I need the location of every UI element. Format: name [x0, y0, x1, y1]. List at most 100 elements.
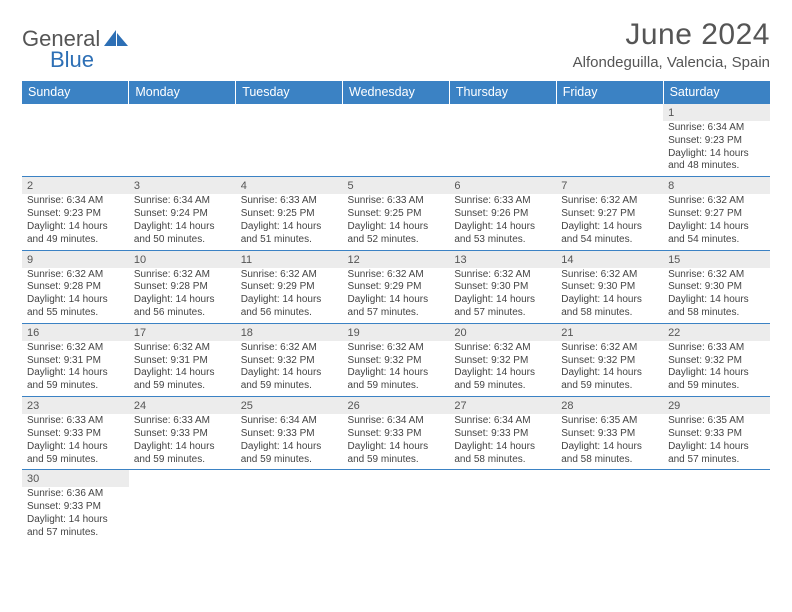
daylight-line-2: and 52 minutes.: [348, 234, 445, 247]
calendar-cell: [343, 470, 450, 543]
day-number: 25: [236, 397, 343, 414]
sunrise-line: Sunrise: 6:33 AM: [668, 342, 765, 355]
day-number: 9: [22, 251, 129, 268]
sunrise-line: Sunrise: 6:34 AM: [241, 415, 338, 428]
daylight-line-2: and 59 minutes.: [134, 380, 231, 393]
sunrise-line: Sunrise: 6:32 AM: [668, 195, 765, 208]
daylight-line-2: and 59 minutes.: [668, 380, 765, 393]
daylight-line-2: and 59 minutes.: [27, 380, 124, 393]
day-number: 23: [22, 397, 129, 414]
sunrise-line: Sunrise: 6:32 AM: [27, 342, 124, 355]
calendar-cell: 21Sunrise: 6:32 AMSunset: 9:32 PMDayligh…: [556, 323, 663, 396]
daylight-line-2: and 55 minutes.: [27, 307, 124, 320]
daylight-line-1: Daylight: 14 hours: [348, 221, 445, 234]
day-number: 12: [343, 251, 450, 268]
daylight-line-1: Daylight: 14 hours: [27, 294, 124, 307]
daylight-line-1: Daylight: 14 hours: [561, 294, 658, 307]
daylight-line-1: Daylight: 14 hours: [668, 367, 765, 380]
daylight-line-2: and 58 minutes.: [454, 454, 551, 467]
sunset-line: Sunset: 9:28 PM: [134, 281, 231, 294]
cell-body: Sunrise: 6:33 AMSunset: 9:25 PMDaylight:…: [343, 194, 450, 249]
sunset-line: Sunset: 9:23 PM: [27, 208, 124, 221]
logo-word2: Blue: [50, 49, 100, 71]
daylight-line-2: and 58 minutes.: [561, 307, 658, 320]
sunrise-line: Sunrise: 6:35 AM: [561, 415, 658, 428]
calendar-row: 23Sunrise: 6:33 AMSunset: 9:33 PMDayligh…: [22, 397, 770, 470]
daylight-line-1: Daylight: 14 hours: [668, 148, 765, 161]
calendar-cell: 3Sunrise: 6:34 AMSunset: 9:24 PMDaylight…: [129, 177, 236, 250]
calendar-cell: 23Sunrise: 6:33 AMSunset: 9:33 PMDayligh…: [22, 397, 129, 470]
daylight-line-1: Daylight: 14 hours: [134, 221, 231, 234]
daylight-line-1: Daylight: 14 hours: [561, 441, 658, 454]
daylight-line-2: and 59 minutes.: [348, 454, 445, 467]
calendar-cell: 28Sunrise: 6:35 AMSunset: 9:33 PMDayligh…: [556, 397, 663, 470]
cell-body: Sunrise: 6:32 AMSunset: 9:32 PMDaylight:…: [556, 341, 663, 396]
sunrise-line: Sunrise: 6:32 AM: [134, 342, 231, 355]
calendar-cell: 22Sunrise: 6:33 AMSunset: 9:32 PMDayligh…: [663, 323, 770, 396]
cell-body: Sunrise: 6:32 AMSunset: 9:28 PMDaylight:…: [129, 268, 236, 323]
sunrise-line: Sunrise: 6:32 AM: [241, 269, 338, 282]
day-number: 5: [343, 177, 450, 194]
calendar-cell: 16Sunrise: 6:32 AMSunset: 9:31 PMDayligh…: [22, 323, 129, 396]
daylight-line-1: Daylight: 14 hours: [241, 294, 338, 307]
sunset-line: Sunset: 9:24 PM: [134, 208, 231, 221]
sunset-line: Sunset: 9:33 PM: [454, 428, 551, 441]
daylight-line-1: Daylight: 14 hours: [134, 367, 231, 380]
calendar-cell: [129, 104, 236, 177]
day-number: 18: [236, 324, 343, 341]
sunset-line: Sunset: 9:30 PM: [668, 281, 765, 294]
calendar-cell: 14Sunrise: 6:32 AMSunset: 9:30 PMDayligh…: [556, 250, 663, 323]
daylight-line-2: and 58 minutes.: [561, 454, 658, 467]
day-number: 27: [449, 397, 556, 414]
calendar-cell: 2Sunrise: 6:34 AMSunset: 9:23 PMDaylight…: [22, 177, 129, 250]
sunset-line: Sunset: 9:32 PM: [668, 355, 765, 368]
calendar-cell: 29Sunrise: 6:35 AMSunset: 9:33 PMDayligh…: [663, 397, 770, 470]
day-number: 6: [449, 177, 556, 194]
sunrise-line: Sunrise: 6:32 AM: [348, 342, 445, 355]
sunrise-line: Sunrise: 6:32 AM: [454, 269, 551, 282]
sunset-line: Sunset: 9:32 PM: [241, 355, 338, 368]
daylight-line-2: and 59 minutes.: [134, 454, 231, 467]
sunset-line: Sunset: 9:26 PM: [454, 208, 551, 221]
calendar-cell: 25Sunrise: 6:34 AMSunset: 9:33 PMDayligh…: [236, 397, 343, 470]
day-number: 29: [663, 397, 770, 414]
calendar-row: 2Sunrise: 6:34 AMSunset: 9:23 PMDaylight…: [22, 177, 770, 250]
daylight-line-1: Daylight: 14 hours: [454, 441, 551, 454]
sunset-line: Sunset: 9:32 PM: [348, 355, 445, 368]
cell-body: Sunrise: 6:32 AMSunset: 9:31 PMDaylight:…: [129, 341, 236, 396]
calendar-cell: 7Sunrise: 6:32 AMSunset: 9:27 PMDaylight…: [556, 177, 663, 250]
calendar-cell: [449, 104, 556, 177]
calendar-row: 1Sunrise: 6:34 AMSunset: 9:23 PMDaylight…: [22, 104, 770, 177]
calendar-cell: 15Sunrise: 6:32 AMSunset: 9:30 PMDayligh…: [663, 250, 770, 323]
day-number: 14: [556, 251, 663, 268]
daylight-line-1: Daylight: 14 hours: [27, 514, 124, 527]
day-number: 11: [236, 251, 343, 268]
sunset-line: Sunset: 9:30 PM: [454, 281, 551, 294]
sunset-line: Sunset: 9:31 PM: [27, 355, 124, 368]
calendar-cell: 18Sunrise: 6:32 AMSunset: 9:32 PMDayligh…: [236, 323, 343, 396]
daylight-line-2: and 54 minutes.: [561, 234, 658, 247]
sunset-line: Sunset: 9:31 PM: [134, 355, 231, 368]
calendar-row: 9Sunrise: 6:32 AMSunset: 9:28 PMDaylight…: [22, 250, 770, 323]
sunrise-line: Sunrise: 6:32 AM: [561, 269, 658, 282]
calendar-cell: [449, 470, 556, 543]
cell-body: Sunrise: 6:32 AMSunset: 9:27 PMDaylight:…: [663, 194, 770, 249]
cell-body: Sunrise: 6:33 AMSunset: 9:32 PMDaylight:…: [663, 341, 770, 396]
sunrise-line: Sunrise: 6:35 AM: [668, 415, 765, 428]
day-number: 1: [663, 104, 770, 121]
daylight-line-2: and 59 minutes.: [241, 454, 338, 467]
sunrise-line: Sunrise: 6:36 AM: [27, 488, 124, 501]
sunset-line: Sunset: 9:33 PM: [668, 428, 765, 441]
calendar-cell: [663, 470, 770, 543]
daylight-line-1: Daylight: 14 hours: [348, 294, 445, 307]
sunset-line: Sunset: 9:25 PM: [241, 208, 338, 221]
cell-body: Sunrise: 6:34 AMSunset: 9:33 PMDaylight:…: [343, 414, 450, 469]
cell-body: Sunrise: 6:32 AMSunset: 9:30 PMDaylight:…: [556, 268, 663, 323]
daylight-line-2: and 57 minutes.: [668, 454, 765, 467]
daylight-line-2: and 57 minutes.: [348, 307, 445, 320]
daylight-line-1: Daylight: 14 hours: [348, 367, 445, 380]
calendar-cell: 30Sunrise: 6:36 AMSunset: 9:33 PMDayligh…: [22, 470, 129, 543]
cell-body: Sunrise: 6:32 AMSunset: 9:32 PMDaylight:…: [236, 341, 343, 396]
cell-body: Sunrise: 6:32 AMSunset: 9:28 PMDaylight:…: [22, 268, 129, 323]
sunrise-line: Sunrise: 6:32 AM: [241, 342, 338, 355]
